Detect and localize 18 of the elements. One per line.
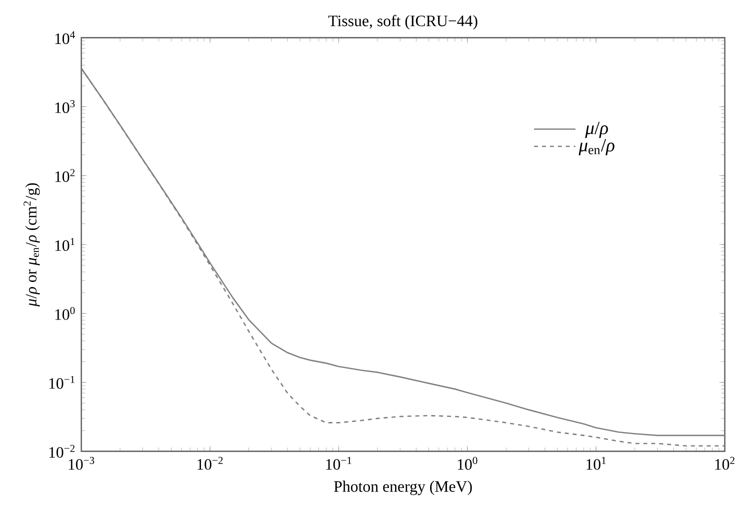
legend-label: μ/ρ (585, 122, 608, 138)
x-tick-label: 10$^{2}$ (715, 456, 734, 470)
x-axis-title: Photon energy (MeV) (334, 480, 472, 496)
chart-title: Tissue, soft (ICRU−44) (328, 15, 478, 30)
x-tick-label: 10$^{−3}$ (68, 456, 94, 470)
y-tick-label: 10$^{4}$ (55, 31, 75, 44)
x-tick-label: 10$^{−1}$ (326, 456, 352, 470)
x-tick-label: 10$^{0}$ (458, 456, 478, 470)
y-tick-label: 10$^{−1}$ (49, 376, 74, 389)
y-tick-label: 10$^{0}$ (55, 307, 75, 320)
x-tick-label: 10$^{−2}$ (198, 456, 223, 470)
y-tick-label: 10$^{2}$ (55, 169, 75, 182)
y-tick-label: 10$^{1}$ (55, 238, 74, 252)
text: μ/ρ or μ$_{en}$/ρ (cm$^{2}$/g) (24, 183, 40, 307)
legend-label: μ$_{en}$/ρ (578, 139, 614, 156)
y-tick-label: 10$^{−2}$ (49, 444, 75, 458)
y-tick-label: 10$^{3}$ (55, 100, 75, 114)
x-tick-label: 10$^{1}$ (586, 456, 606, 470)
